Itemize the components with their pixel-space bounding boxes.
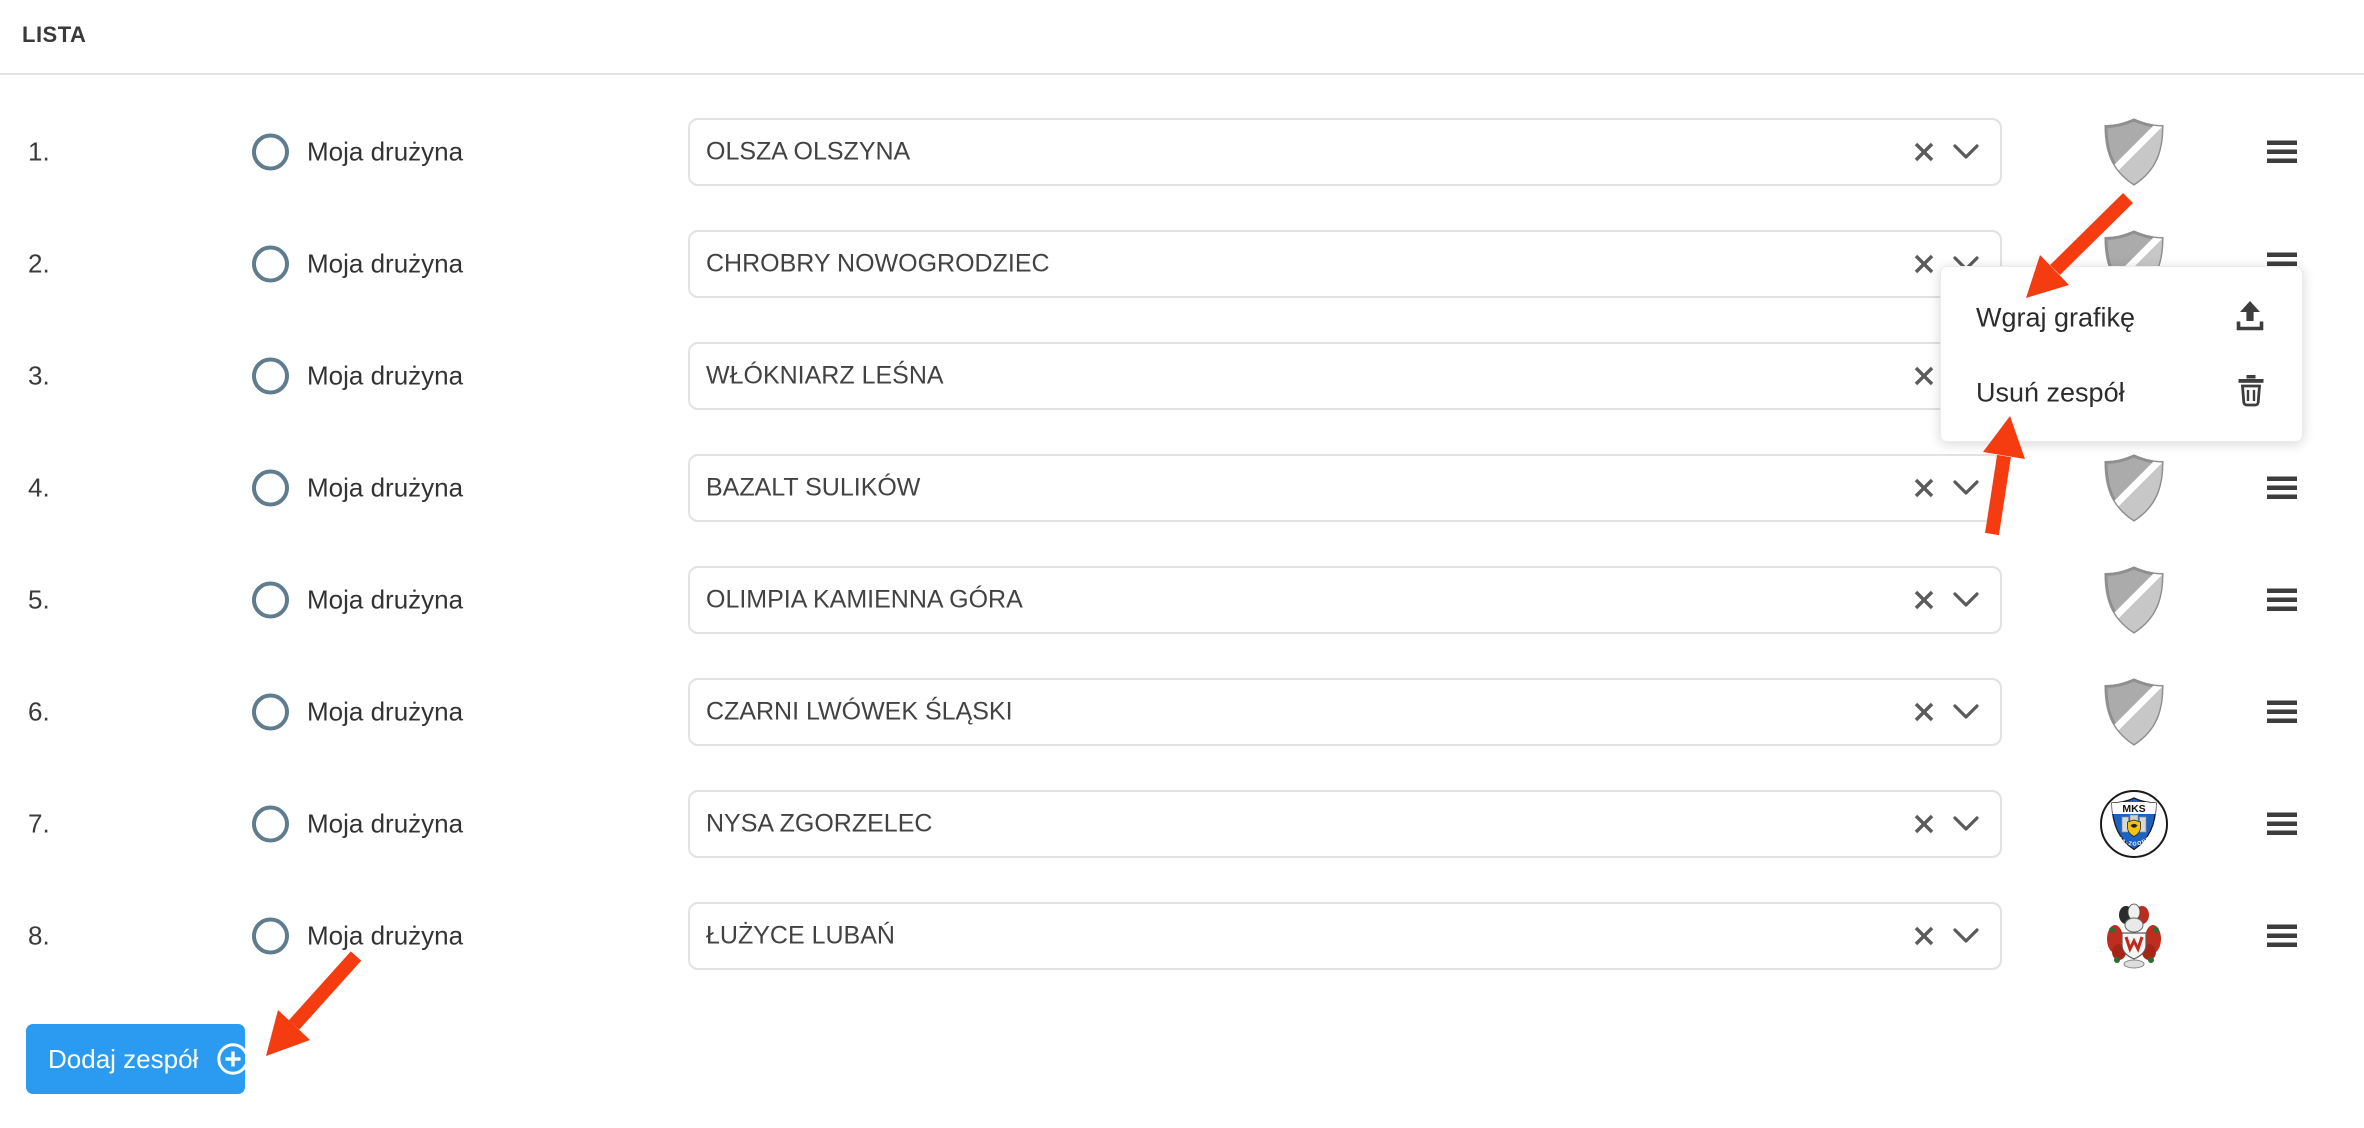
chevron-down-icon[interactable] xyxy=(1953,144,1979,160)
team-select-value: BAZALT SULIKÓW xyxy=(706,473,921,502)
team-select[interactable]: WŁÓKNIARZ LEŚNA xyxy=(688,342,2002,410)
team-select-value: NYSA ZGORZELEC xyxy=(706,809,933,838)
my-team-label: Moja drużyna xyxy=(307,584,464,615)
menu-item-delete-team[interactable]: Usuń zespół xyxy=(1941,355,2302,430)
team-select-value: CHROBRY NOWOGRODZIEC xyxy=(706,249,1050,278)
team-select-value: CZARNI LWÓWEK ŚLĄSKI xyxy=(706,697,1013,726)
row-number: 5. xyxy=(28,584,50,615)
chevron-down-icon[interactable] xyxy=(1953,480,1979,496)
my-team-label: Moja drużyna xyxy=(307,808,464,839)
plus-circle-icon xyxy=(216,1042,250,1076)
clear-icon[interactable] xyxy=(1912,700,1936,724)
team-select-value: OLSZA OLSZYNA xyxy=(706,137,911,166)
page-title: LISTA xyxy=(22,22,87,47)
team-row: 6. Moja drużyna CZARNI LWÓWEK ŚLĄSKI xyxy=(0,678,2364,746)
my-team-label: Moja drużyna xyxy=(307,360,464,391)
clear-icon[interactable] xyxy=(1912,364,1936,388)
clear-icon[interactable] xyxy=(1912,588,1936,612)
annotation-arrow-add-team xyxy=(266,951,362,1056)
my-team-label: Moja drużyna xyxy=(307,920,464,951)
my-team-radio[interactable] xyxy=(252,469,289,507)
my-team-radio[interactable] xyxy=(252,693,289,731)
team-logo-mks-nysa-zgorzelec[interactable]: MKS NYSA-ZGORZELEC xyxy=(2097,785,2169,859)
team-row: 1. Moja drużyna OLSZA OLSZYNA xyxy=(0,118,2364,186)
chevron-down-icon[interactable] xyxy=(1953,704,1979,720)
team-select[interactable]: OLSZA OLSZYNA xyxy=(688,118,2002,186)
team-logo-luzyce-luban-crest[interactable] xyxy=(2105,903,2163,969)
my-team-label: Moja drużyna xyxy=(307,248,464,279)
team-logo-placeholder-shield-icon[interactable] xyxy=(2100,452,2168,524)
row-number: 4. xyxy=(28,472,50,503)
drag-handle-icon[interactable] xyxy=(2267,140,2297,164)
drag-handle-icon[interactable] xyxy=(2267,700,2297,724)
drag-handle-icon[interactable] xyxy=(2267,924,2297,948)
team-row: 4. Moja drużyna BAZALT SULIKÓW xyxy=(0,454,2364,522)
chevron-down-icon[interactable] xyxy=(1953,816,1979,832)
team-select-value: ŁUŻYCE LUBAŃ xyxy=(706,921,895,950)
my-team-radio[interactable] xyxy=(252,581,289,619)
chevron-down-icon[interactable] xyxy=(1953,592,1979,608)
team-logo-placeholder-shield-icon[interactable] xyxy=(2100,564,2168,636)
my-team-radio[interactable] xyxy=(252,133,289,171)
team-logo-placeholder-shield-icon[interactable] xyxy=(2100,116,2168,188)
row-number: 7. xyxy=(28,808,50,839)
row-number: 6. xyxy=(28,696,50,727)
clear-icon[interactable] xyxy=(1912,252,1936,276)
row-number: 3. xyxy=(28,360,50,391)
team-select[interactable]: BAZALT SULIKÓW xyxy=(688,454,2002,522)
my-team-radio[interactable] xyxy=(252,805,289,843)
add-team-button[interactable]: Dodaj zespół xyxy=(26,1024,250,1094)
team-row: 7. Moja drużyna NYSA ZGORZELEC MKS NYSA-… xyxy=(0,785,2364,859)
mks-logo-text: MKS xyxy=(2122,803,2145,815)
add-team-button-label: Dodaj zespół xyxy=(48,1043,199,1074)
team-logo-placeholder-shield-icon[interactable] xyxy=(2100,676,2168,748)
drag-handle-icon[interactable] xyxy=(2267,476,2297,500)
my-team-label: Moja drużyna xyxy=(307,696,464,727)
team-context-menu: Wgraj grafikę Usuń zespół xyxy=(1940,266,2303,442)
drag-handle-icon[interactable] xyxy=(2267,588,2297,612)
row-number: 2. xyxy=(28,248,50,279)
team-select[interactable]: OLIMPIA KAMIENNA GÓRA xyxy=(688,566,2002,634)
row-number: 8. xyxy=(28,920,50,951)
trash-icon xyxy=(2236,373,2266,412)
team-select[interactable]: ŁUŻYCE LUBAŃ xyxy=(688,902,2002,970)
clear-icon[interactable] xyxy=(1912,812,1936,836)
menu-item-label: Wgraj grafikę xyxy=(1976,302,2136,332)
menu-item-label: Usuń zespół xyxy=(1976,377,2125,407)
clear-icon[interactable] xyxy=(1912,924,1936,948)
chevron-down-icon[interactable] xyxy=(1953,928,1979,944)
team-select[interactable]: NYSA ZGORZELEC xyxy=(688,790,2002,858)
upload-icon xyxy=(2234,300,2266,336)
team-select-value: OLIMPIA KAMIENNA GÓRA xyxy=(706,585,1023,614)
my-team-radio[interactable] xyxy=(252,917,289,955)
clear-icon[interactable] xyxy=(1912,140,1936,164)
team-row: 5. Moja drużyna OLIMPIA KAMIENNA GÓRA xyxy=(0,566,2364,634)
my-team-radio[interactable] xyxy=(252,245,289,283)
my-team-radio[interactable] xyxy=(252,357,289,395)
team-row: 2. Moja drużyna CHROBRY NOWOGRODZIEC xyxy=(0,230,2364,298)
clear-icon[interactable] xyxy=(1912,476,1936,500)
drag-handle-icon[interactable] xyxy=(2267,812,2297,836)
team-select-value: WŁÓKNIARZ LEŚNA xyxy=(706,361,944,390)
header-divider xyxy=(0,73,2364,75)
my-team-label: Moja drużyna xyxy=(307,136,464,167)
menu-item-upload-graphic[interactable]: Wgraj grafikę xyxy=(1941,280,2302,355)
team-select[interactable]: CHROBRY NOWOGRODZIEC xyxy=(688,230,2002,298)
row-number: 1. xyxy=(28,136,50,167)
team-row: 8. Moja drużyna ŁUŻYCE LUBAŃ xyxy=(0,902,2364,970)
my-team-label: Moja drużyna xyxy=(307,472,464,503)
team-select[interactable]: CZARNI LWÓWEK ŚLĄSKI xyxy=(688,678,2002,746)
